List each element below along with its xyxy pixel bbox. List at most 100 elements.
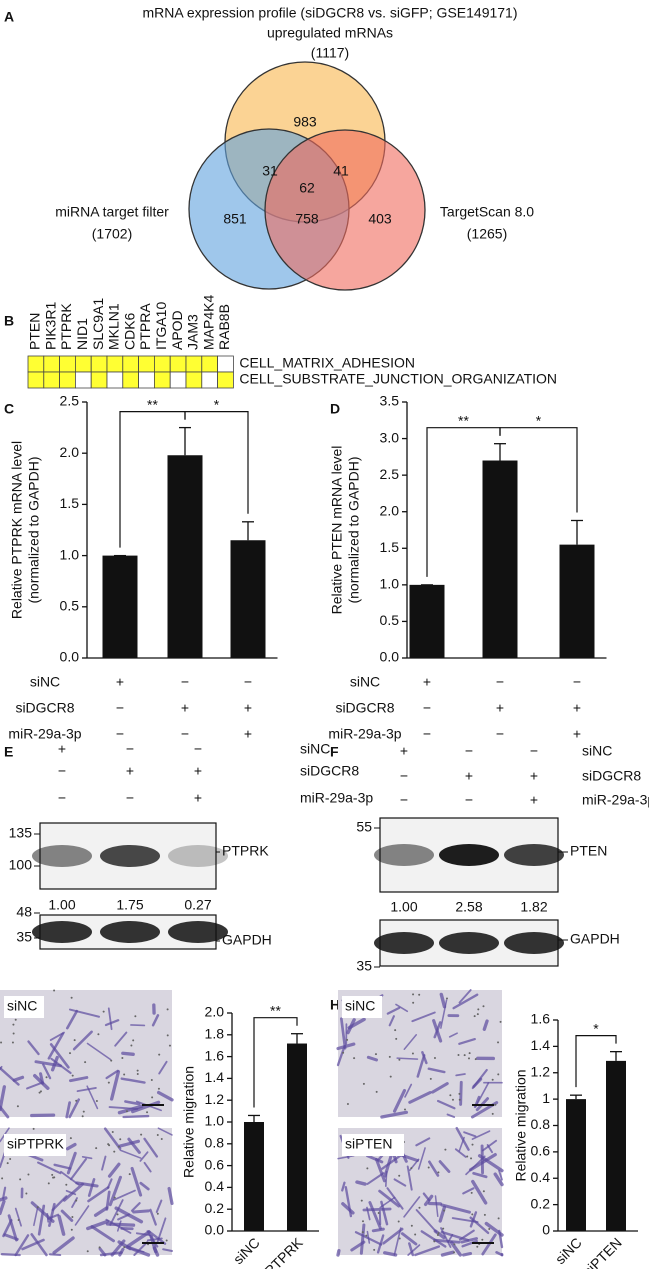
- cell: [386, 1006, 401, 1015]
- y-tick-label: 1: [542, 1090, 550, 1106]
- region-count: 758: [295, 211, 319, 227]
- pore: [125, 1110, 128, 1113]
- cell: [110, 1239, 126, 1257]
- cell: [482, 1019, 489, 1031]
- condition-label: siNC: [300, 741, 330, 757]
- condition-mark: +: [181, 700, 189, 716]
- set-count: (1702): [92, 226, 132, 242]
- bar: [287, 1043, 307, 1231]
- x-tick-label: siNC: [552, 1234, 585, 1267]
- heatmap-cell: [75, 371, 92, 389]
- significance-bracket: [184, 411, 249, 514]
- pore: [403, 1108, 406, 1111]
- pore: [360, 1199, 363, 1202]
- cell: [70, 1158, 87, 1181]
- pore: [497, 1217, 500, 1220]
- cell: [72, 1030, 93, 1051]
- cell: [446, 1113, 456, 1118]
- cell: [121, 1051, 135, 1057]
- set-count: (1265): [467, 226, 507, 242]
- significance-label: *: [214, 396, 220, 412]
- pore: [52, 1176, 55, 1179]
- quantification: 1.00: [390, 899, 417, 915]
- panel-label: B: [4, 313, 14, 329]
- condition-label: siNC: [582, 743, 612, 759]
- cell: [471, 1179, 488, 1205]
- gene-label: PTEN: [27, 313, 43, 350]
- cell: [392, 1088, 407, 1113]
- pore: [449, 1094, 452, 1097]
- y-tick-label: 3.5: [380, 393, 400, 409]
- set-label: miRNA target filter: [55, 204, 169, 220]
- pore: [418, 993, 421, 996]
- condition-label: siNC: [350, 674, 380, 690]
- heatmap-cell: [122, 371, 140, 389]
- pore: [38, 1091, 41, 1094]
- pore: [467, 1057, 470, 1060]
- condition-mark: +: [573, 726, 581, 742]
- pore: [491, 1078, 494, 1081]
- pore: [16, 1105, 19, 1108]
- pore: [443, 1209, 446, 1212]
- cell: [463, 1131, 477, 1138]
- band: [374, 932, 434, 954]
- cell: [74, 1205, 90, 1226]
- pore: [12, 1023, 15, 1026]
- cell: [65, 1101, 72, 1119]
- pore: [366, 1167, 369, 1170]
- cell: [0, 1199, 6, 1216]
- cell: [50, 1057, 72, 1075]
- cell: [14, 1207, 22, 1227]
- cell: [107, 1162, 121, 1178]
- venn-title: mRNA expression profile (siDGCR8 vs. siG…: [142, 5, 517, 21]
- cell: [484, 1221, 504, 1237]
- y-tick-label: 0.5: [380, 612, 400, 628]
- cell: [395, 1003, 409, 1013]
- y-tick-label: 3.0: [380, 429, 400, 445]
- y-tick-label: 0.5: [60, 598, 80, 614]
- heatmap-cell: [217, 371, 234, 389]
- heatmap-cell: [122, 355, 140, 373]
- condition-mark: −: [194, 741, 202, 757]
- condition-mark: +: [465, 768, 473, 784]
- pore: [0, 1041, 3, 1044]
- pore: [51, 1173, 54, 1176]
- band: [168, 921, 228, 943]
- condition-mark: −: [573, 674, 581, 690]
- pore: [397, 1220, 400, 1223]
- cell: [0, 1065, 3, 1070]
- pore: [32, 1127, 35, 1130]
- cell: [340, 1017, 347, 1050]
- gene-label: ITGA10: [153, 302, 169, 350]
- panel-label: D: [330, 401, 340, 417]
- cell: [75, 1181, 99, 1188]
- panel-label: C: [4, 401, 14, 417]
- pore: [473, 1015, 476, 1018]
- y-tick-label: 0.8: [531, 1116, 551, 1132]
- condition-mark: −: [400, 768, 408, 784]
- cell: [408, 1091, 432, 1104]
- condition-label: miR-29a-3p: [300, 790, 373, 806]
- pore: [353, 1057, 356, 1060]
- heatmap-cell: [169, 355, 187, 373]
- pore: [412, 1001, 415, 1004]
- pore: [97, 1033, 100, 1036]
- cell: [117, 1213, 131, 1221]
- pore: [123, 1246, 126, 1249]
- heatmap-cell: [201, 355, 219, 373]
- condition-mark: −: [530, 743, 538, 759]
- y-tick-label: 1.5: [60, 495, 80, 511]
- cell: [93, 1206, 109, 1217]
- set-label: upregulated mRNAs: [267, 25, 393, 41]
- cell: [341, 1202, 355, 1215]
- pore: [136, 1069, 139, 1072]
- pore: [134, 1015, 137, 1018]
- bar: [482, 460, 518, 658]
- pore: [342, 1051, 345, 1054]
- cell: [131, 1100, 161, 1114]
- bar: [606, 1060, 626, 1231]
- pore: [398, 1058, 401, 1061]
- pore: [410, 1167, 413, 1170]
- y-tick-label: 2.0: [205, 1004, 225, 1020]
- region-count: 851: [223, 211, 247, 227]
